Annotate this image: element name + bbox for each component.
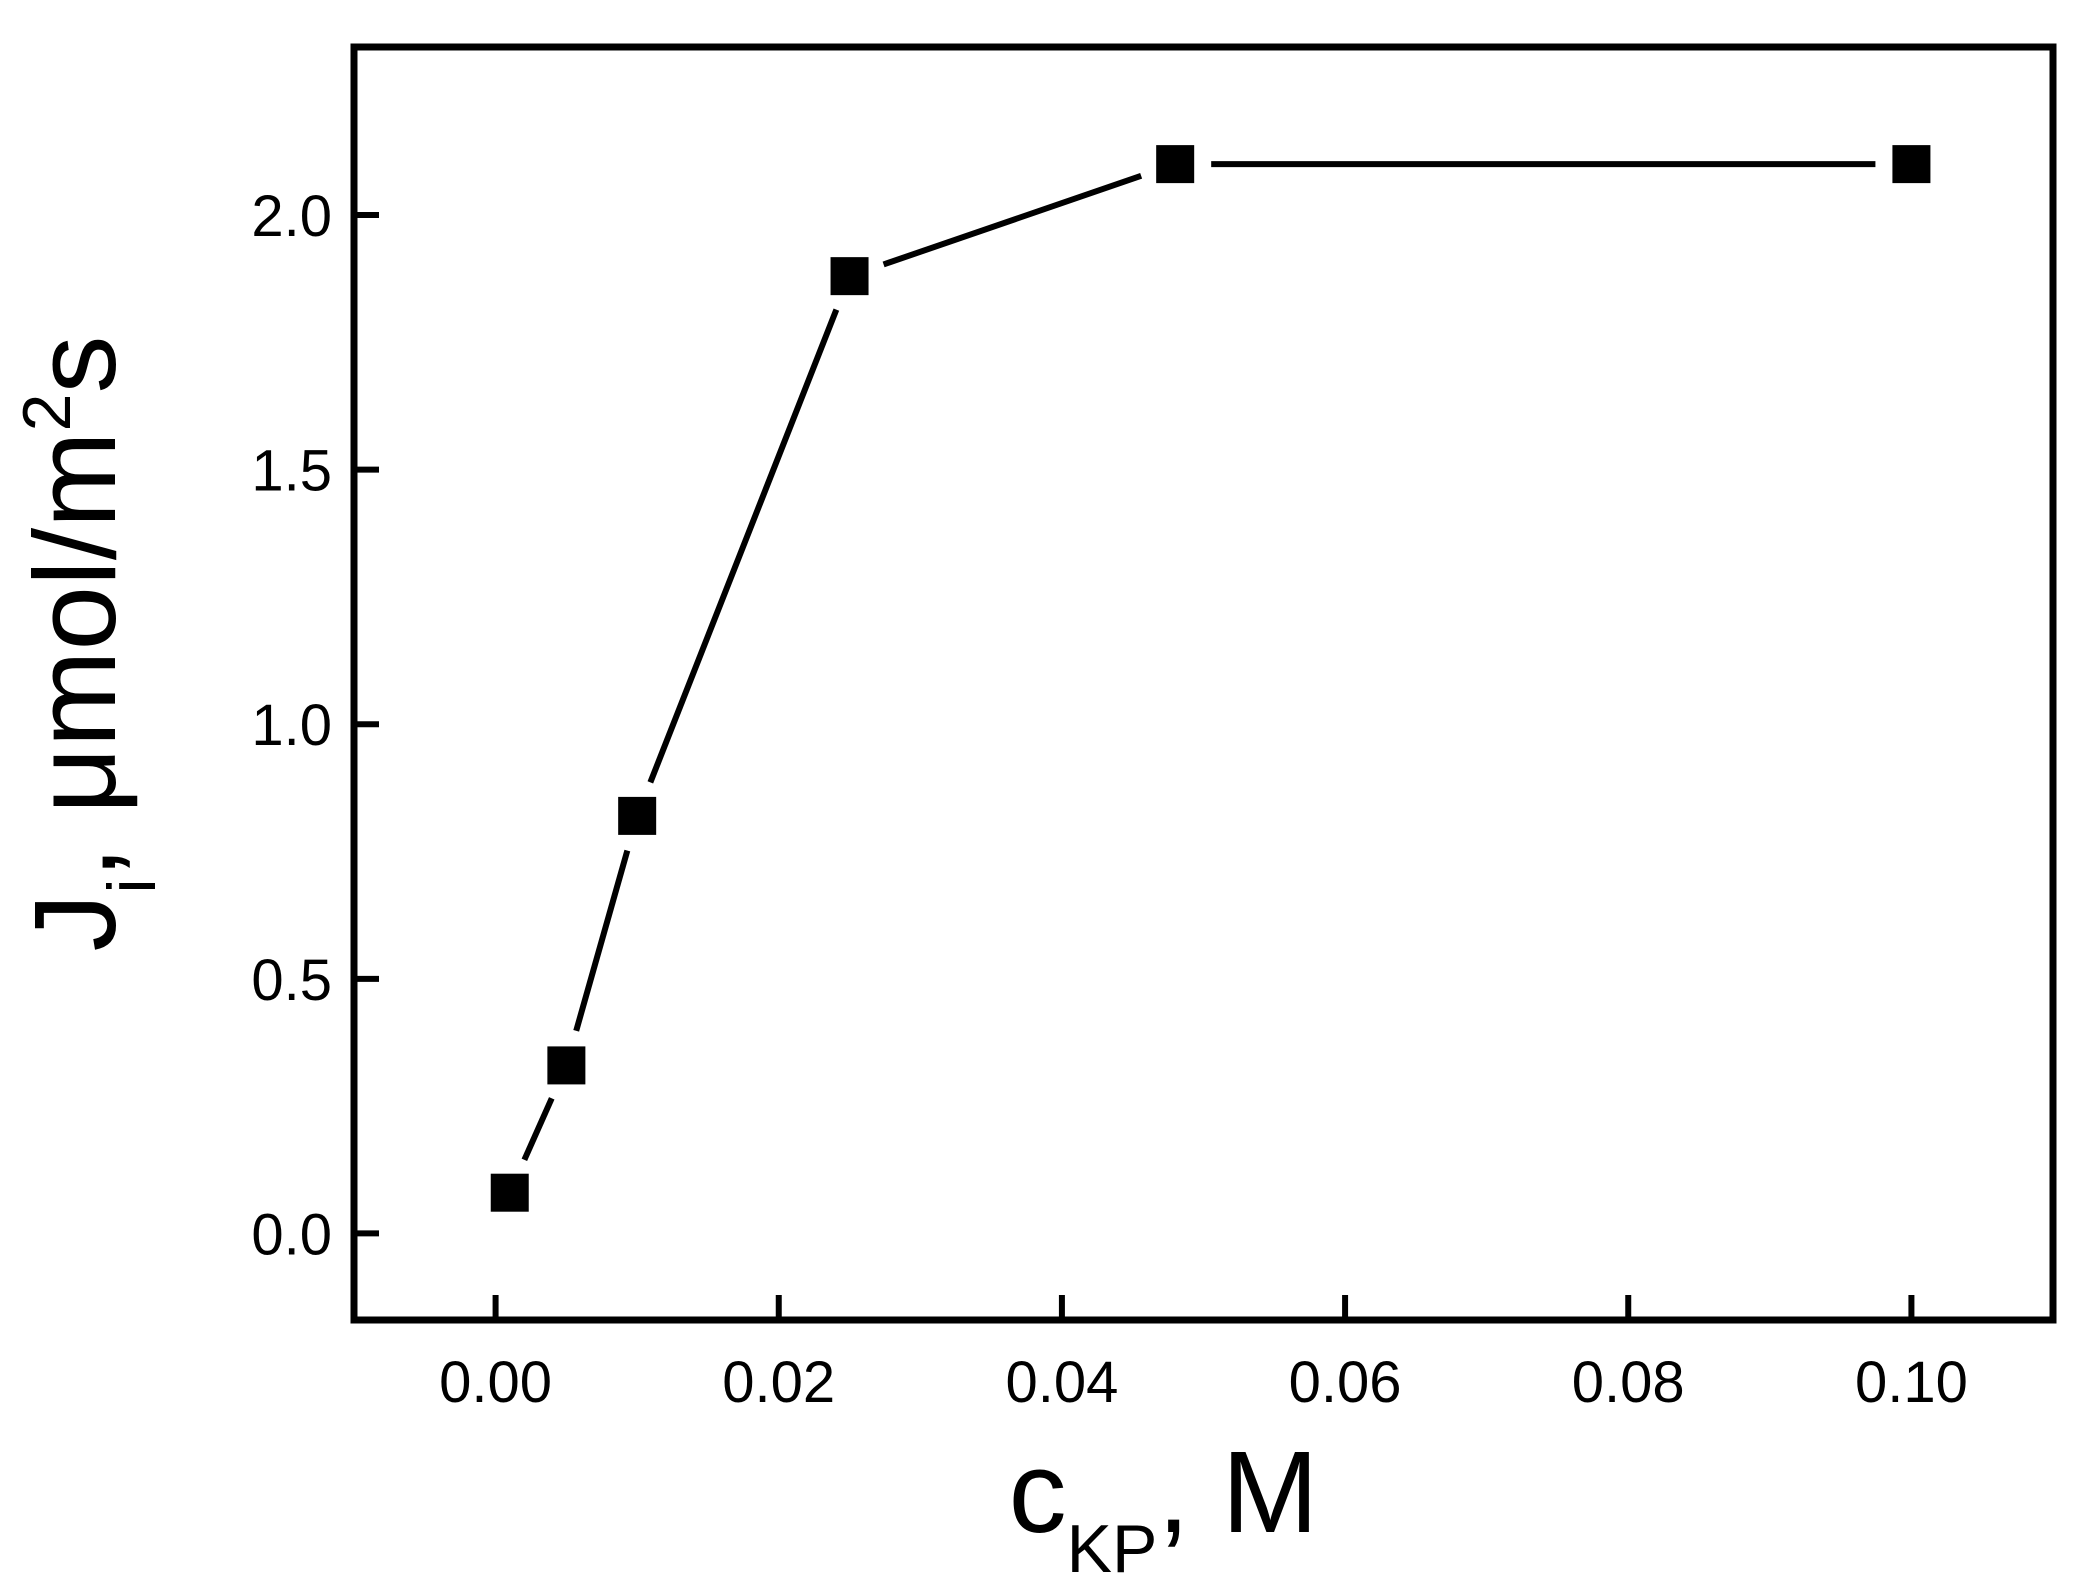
y-axis-label-subscript: i	[94, 878, 170, 893]
y-tick-label: 1.5	[251, 439, 332, 504]
y-axis-label-main: J	[10, 894, 140, 952]
x-axis-label-subscript: KP	[1067, 1511, 1158, 1587]
x-tick-label: 0.06	[1289, 1350, 1402, 1415]
plot-frame	[350, 43, 2057, 1324]
y-tick-label: 0.0	[251, 1202, 332, 1267]
x-axis-label-main: c	[1009, 1427, 1067, 1557]
series-line-segment	[573, 849, 631, 1032]
y-axis-label: Ji, μmol/m2s	[9, 335, 170, 951]
data-point	[830, 257, 869, 296]
y-tick-label: 1.0	[251, 693, 332, 758]
y-tick-label: 0.5	[251, 948, 332, 1013]
x-axis-label-suffix: , M	[1157, 1427, 1318, 1557]
x-tick-label: 0.02	[722, 1350, 835, 1415]
series-line-segment	[882, 172, 1143, 268]
y-axis-label-suffix: s	[10, 335, 140, 393]
x-tick-label: 0.00	[439, 1350, 552, 1415]
data-point	[618, 796, 657, 835]
y-tick-label: 2.0	[251, 184, 332, 249]
data-point	[1156, 145, 1195, 184]
series-line-segment	[647, 308, 840, 784]
y-axis-label-middle: , μmol/m	[10, 431, 140, 878]
series-line-segment	[521, 1097, 555, 1162]
x-tick-label: 0.04	[1005, 1350, 1118, 1415]
x-axis-label: cKP, M	[1009, 1427, 1319, 1587]
plot-layer: 0.00 0.02 0.04 0.06 0.08 0.10 0.0 0.5 1.0 1.5 2.0	[251, 43, 2057, 1415]
data-point	[547, 1046, 586, 1085]
y-axis-label-superscript: 2	[9, 393, 85, 431]
x-tick-label: 0.08	[1572, 1350, 1685, 1415]
x-tick-label: 0.10	[1855, 1350, 1968, 1415]
data-point	[490, 1173, 529, 1212]
data-point	[1892, 145, 1931, 184]
